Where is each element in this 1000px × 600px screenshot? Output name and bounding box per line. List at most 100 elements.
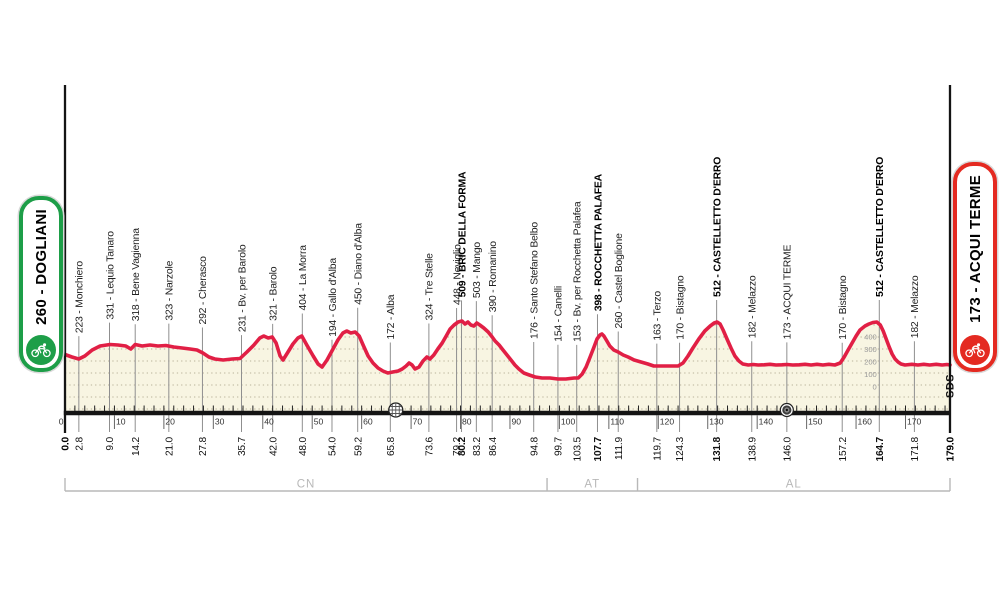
km-label: 94.8: [529, 436, 540, 456]
axis-tick-label: 20: [165, 417, 175, 427]
km-label: 65.8: [386, 436, 397, 456]
province-label: AL: [786, 479, 802, 491]
km-label: 99.7: [554, 436, 565, 456]
start-badge-label: 260 - DOGLIANI: [32, 209, 50, 325]
km-label: 171.8: [910, 436, 921, 461]
axis-tick-label: 150: [808, 417, 823, 427]
town-label: 173 - ACQUI TERME: [783, 245, 794, 340]
km-label: 2.8: [74, 436, 85, 450]
axis-tick-label: 60: [363, 417, 373, 427]
town-label: 448 - Neviglio: [452, 244, 463, 305]
province-brackets: CN AT AL: [64, 478, 951, 492]
town-label: 182 - Melazzo: [910, 275, 921, 338]
km-label: 86.4: [488, 436, 499, 456]
axis-tick-label: 90: [511, 417, 521, 427]
watermark-label: SDS: [945, 374, 957, 398]
axis-tick-label: 100: [561, 417, 576, 427]
axis-tick-label: 160: [858, 417, 873, 427]
town-label: 324 - Tre Stelle: [425, 253, 436, 321]
town-label: 163 - Terzo: [653, 291, 664, 341]
km-label: 146.0: [782, 436, 793, 461]
axis-tick-label: 10: [116, 417, 126, 427]
town-label: 153 - Bv. per Rocchetta Palafea: [573, 201, 584, 342]
km-label: 83.2: [472, 436, 483, 456]
finish-badge: 173 - ACQUI TERME: [953, 162, 997, 372]
km-label: 179.0: [946, 436, 957, 461]
km-label: 48.0: [298, 436, 309, 456]
axis-tick-label: 70: [413, 417, 423, 427]
finish-badge-circle: [960, 335, 990, 365]
elevation-scale-label: 100: [864, 370, 877, 379]
town-label: 503 - Mango: [472, 242, 483, 299]
town-label: 182 - Melazzo: [748, 275, 759, 338]
town-label: 512 - CASTELLETTO D'ERRO: [712, 157, 723, 297]
start-badge-circle: [26, 335, 56, 365]
axis-tick-label: 130: [709, 417, 724, 427]
axis-tick-label: 80: [462, 417, 472, 427]
km-label: 103.5: [572, 436, 583, 461]
town-label: 170 - Bistagno: [675, 275, 686, 340]
axis-tick-label: 120: [660, 417, 675, 427]
town-label: 404 - La Morra: [298, 245, 309, 311]
axis-tick-label: 170: [907, 417, 922, 427]
town-label: 390 - Romanino: [488, 241, 499, 313]
cyclist-icon: [31, 343, 51, 358]
elevation-scale-label: 200: [864, 358, 877, 367]
km-labels: 2.8 9.0 14.2 21.0 27.8 35.7 42.0 48.0 54.0 59.2 65…: [61, 436, 957, 461]
start-badge: 260 - DOGLIANI: [19, 196, 63, 372]
elevation-scale-label: 0: [873, 383, 877, 392]
elevation-profile-line: [63, 319, 952, 381]
km-label: 42.0: [268, 436, 279, 456]
km-label: 59.2: [353, 436, 364, 456]
town-label: 194 - Gallo d'Alba: [328, 258, 339, 337]
km-label: 0.0: [61, 436, 72, 450]
km-label: 164.7: [875, 436, 886, 461]
province-label: CN: [297, 479, 316, 491]
town-label: 318 - Bene Vagienna: [131, 228, 142, 321]
axis-tick-label: 30: [215, 417, 225, 427]
km-label: 157.2: [838, 436, 849, 461]
feed-zone-icon: [388, 402, 404, 418]
km-label: 107.7: [593, 436, 604, 461]
km-label: 138.9: [747, 436, 758, 461]
km-label: 35.7: [237, 436, 248, 456]
town-label: 321 - Barolo: [268, 266, 279, 321]
elevation-scale: 400 300 200 100 0: [864, 333, 877, 392]
town-label: 231 - Bv. per Barolo: [237, 244, 248, 332]
town-label: 176 - Santo Stefano Belbo: [530, 222, 541, 339]
town-label: 512 - CASTELLETTO D'ERRO: [875, 157, 886, 297]
town-label: 260 - Castel Boglione: [614, 233, 625, 329]
km-label: 119.7: [652, 436, 663, 460]
town-label: 172 - Alba: [386, 294, 397, 339]
km-label: 124.3: [675, 436, 686, 461]
town-label: 331 - Lequio Tanaro: [105, 231, 116, 320]
province-label: AT: [584, 479, 600, 491]
finish-badge-label: 173 - ACQUI TERME: [966, 175, 984, 323]
axis-tick-label: 0: [59, 417, 64, 427]
axis-tick-label: 140: [759, 417, 774, 427]
km-label: 21.0: [164, 436, 175, 456]
km-label: 14.2: [131, 436, 142, 456]
distance-axis: 0 10 20 30 40 50 60 70 80 90 100 110 120 130 140 150 160…: [59, 405, 951, 429]
cyclist-icon: [965, 343, 985, 358]
km-label: 131.8: [712, 436, 723, 461]
km-label: 111.9: [614, 436, 625, 460]
town-label: 154 - Canelli: [554, 286, 565, 342]
town-label: 223 - Monchiero: [75, 261, 86, 334]
km-label: 9.0: [105, 436, 116, 450]
town-label: 323 - Narzole: [165, 260, 176, 320]
axis-tick-label: 50: [314, 417, 324, 427]
km-label: 54.0: [328, 436, 339, 456]
town-label: 170 - Bistagno: [838, 275, 849, 340]
axis-tick-label: 110: [610, 417, 624, 427]
km-label: 80.2: [457, 436, 468, 456]
km-label: 27.8: [198, 436, 209, 456]
km-label: 79.2: [452, 436, 463, 456]
town-label: 292 - Cherasco: [198, 256, 209, 325]
elevation-scale-label: 300: [864, 345, 877, 354]
km-label: 73.6: [424, 436, 435, 456]
town-label: 398 - ROCCHETTA PALAFEA: [593, 173, 604, 311]
elevation-scale-label: 400: [864, 333, 877, 342]
town-label: 509 - BRIC DELLA FORMA: [457, 171, 468, 297]
